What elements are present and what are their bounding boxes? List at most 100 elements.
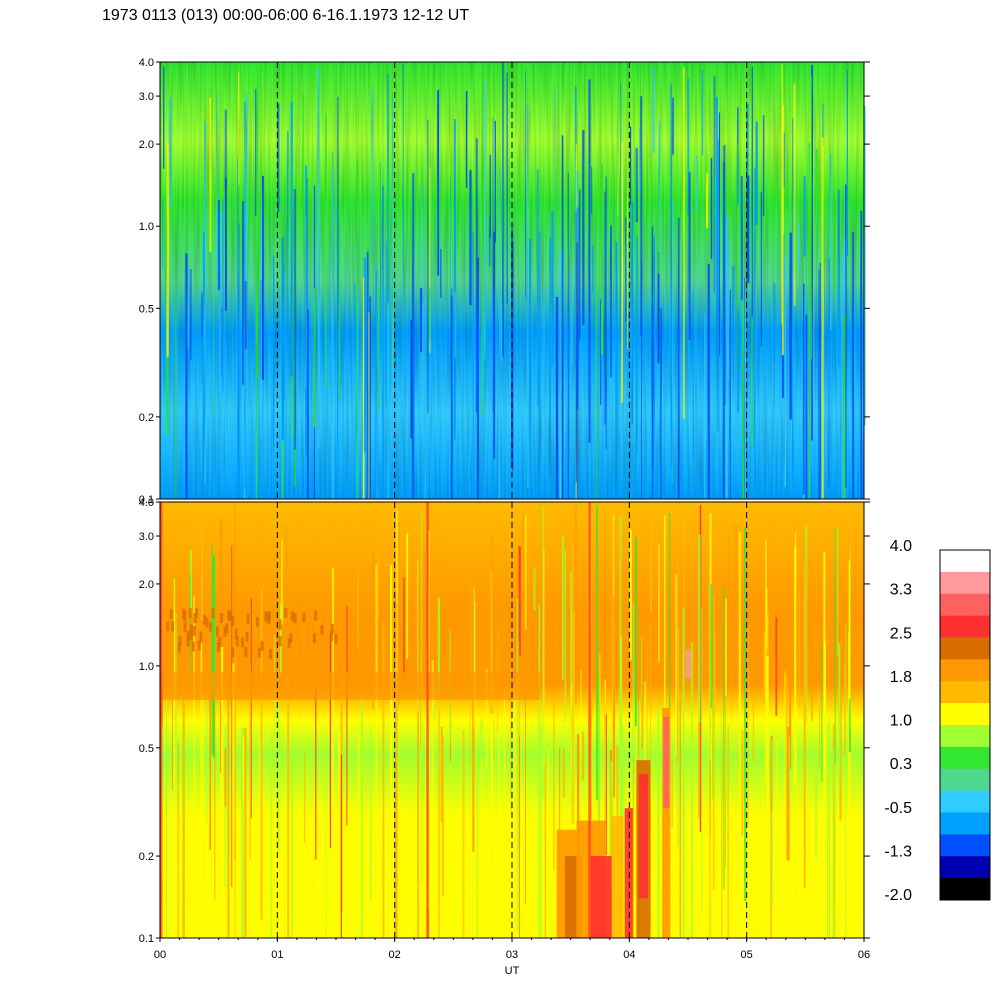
red-streak [426, 502, 429, 938]
dark-orange-patch [220, 613, 224, 623]
intensity-block [662, 708, 671, 938]
intensity-block [590, 856, 612, 938]
dark-orange-patch [169, 609, 173, 619]
dark-orange-patch [330, 623, 334, 634]
y-tick-label: 4.0 [139, 57, 154, 69]
red-streak [588, 502, 591, 938]
dark-orange-patch [178, 635, 182, 646]
dark-orange-patch [183, 622, 187, 633]
colorbar-swatch [940, 659, 990, 682]
y-tick-label: 2.0 [139, 579, 154, 591]
intensity-block [611, 816, 624, 938]
y-tick-label: 0.2 [139, 851, 154, 863]
dark-orange-patch [189, 624, 193, 635]
colorbar-swatch [940, 615, 990, 638]
colorbar-swatch [940, 878, 990, 901]
colorbar-label: 3.3 [890, 582, 912, 599]
dark-orange-patch [267, 611, 271, 622]
y-tick-label: 4.0 [139, 497, 154, 509]
y-tick-label: 3.0 [139, 531, 154, 543]
colorbar-label: 0.3 [890, 756, 912, 773]
dark-orange-patch [218, 636, 222, 647]
chart-title: 1973 0113 (013) 00:00-06:00 6-16.1.1973 … [102, 7, 469, 24]
dark-orange-patch [244, 646, 248, 657]
colorbar-swatch [940, 571, 990, 595]
dark-orange-patch [246, 613, 250, 624]
dark-orange-patch [245, 631, 249, 642]
colorbar-label: 4.0 [890, 538, 912, 555]
intensity-block [685, 649, 691, 679]
dark-orange-patch [205, 617, 209, 628]
dark-orange-patch [235, 636, 239, 647]
colorbar-label: -1.3 [884, 843, 912, 860]
x-tick-label: 02 [389, 949, 401, 961]
y-tick-label: 1.0 [139, 221, 154, 233]
dark-orange-patch [231, 647, 235, 658]
red-streak [160, 502, 163, 938]
dark-orange-patch [166, 621, 170, 632]
intensity-block [638, 774, 649, 899]
y-tick-label: 2.0 [139, 139, 154, 151]
y-tick-label: 0.1 [139, 494, 154, 506]
colorbar-label: -0.5 [884, 800, 912, 817]
dark-orange-patch [320, 624, 324, 635]
dark-orange-patch [208, 621, 212, 632]
intensity-block [663, 716, 670, 809]
colorbar-swatch [940, 834, 990, 857]
dark-orange-patch [186, 636, 190, 647]
x-tick-label: 03 [506, 949, 518, 961]
orange-band [160, 671, 540, 700]
dark-orange-patch [228, 611, 232, 622]
dark-orange-patch [225, 623, 229, 634]
dark-orange-patch [257, 647, 261, 658]
x-tick-label: 05 [741, 949, 753, 961]
colorbar-swatch [940, 746, 990, 770]
colorbar-frame [939, 549, 991, 901]
intensity-block [624, 808, 633, 938]
dark-orange-patch [289, 632, 293, 643]
colorbar-label: 1.8 [890, 669, 912, 686]
colorbar-swatch [940, 856, 990, 879]
dark-orange-patch [199, 631, 203, 642]
dark-orange-patch [223, 626, 227, 637]
colorbar-swatch [940, 725, 990, 748]
colorbar-swatch [940, 812, 990, 835]
dark-orange-patch [215, 626, 219, 637]
colorbar-swatch [940, 550, 990, 573]
dark-orange-patch [290, 611, 294, 622]
dark-orange-patch [193, 613, 197, 624]
dark-orange-patch [177, 642, 181, 653]
x-tick-label: 01 [271, 949, 283, 961]
colorbar-label: 2.5 [890, 625, 912, 642]
dark-orange-patch [278, 619, 282, 630]
dark-orange-patch [188, 608, 192, 619]
colorbar-label: 1.0 [890, 713, 912, 730]
colorbar-swatch [940, 790, 990, 813]
dark-orange-patch [330, 630, 334, 641]
x-axis-label: UT [505, 965, 520, 977]
dark-orange-patch [192, 625, 196, 636]
dark-orange-patch [255, 617, 259, 628]
dark-orange-patch [302, 612, 306, 623]
dark-orange-patch [194, 607, 198, 618]
colorbar-swatch [940, 681, 990, 704]
dark-orange-patch [287, 638, 291, 649]
dark-orange-patch [334, 633, 338, 644]
dark-orange-patch [191, 641, 195, 652]
dark-orange-patch [241, 637, 245, 648]
dark-orange-patch [234, 628, 238, 639]
colorbar: 4.0 3.3 2.5 1.8 1.0 0.3 -0.5 -1.3 -2.0 [884, 538, 991, 904]
dark-orange-patch [293, 613, 297, 624]
dark-orange-patch [217, 642, 220, 653]
dark-orange-patch [189, 630, 193, 641]
x-tick-label: 00 [154, 949, 166, 961]
dark-orange-patch [312, 633, 316, 644]
y-tick-label: 3.0 [139, 91, 154, 103]
dark-orange-patch [314, 610, 318, 621]
dark-orange-patch [284, 608, 288, 618]
dark-orange-patch [264, 611, 268, 622]
upper-spectrogram-panel [160, 62, 866, 500]
dark-orange-patch [203, 614, 207, 625]
colorbar-swatch [940, 703, 990, 726]
